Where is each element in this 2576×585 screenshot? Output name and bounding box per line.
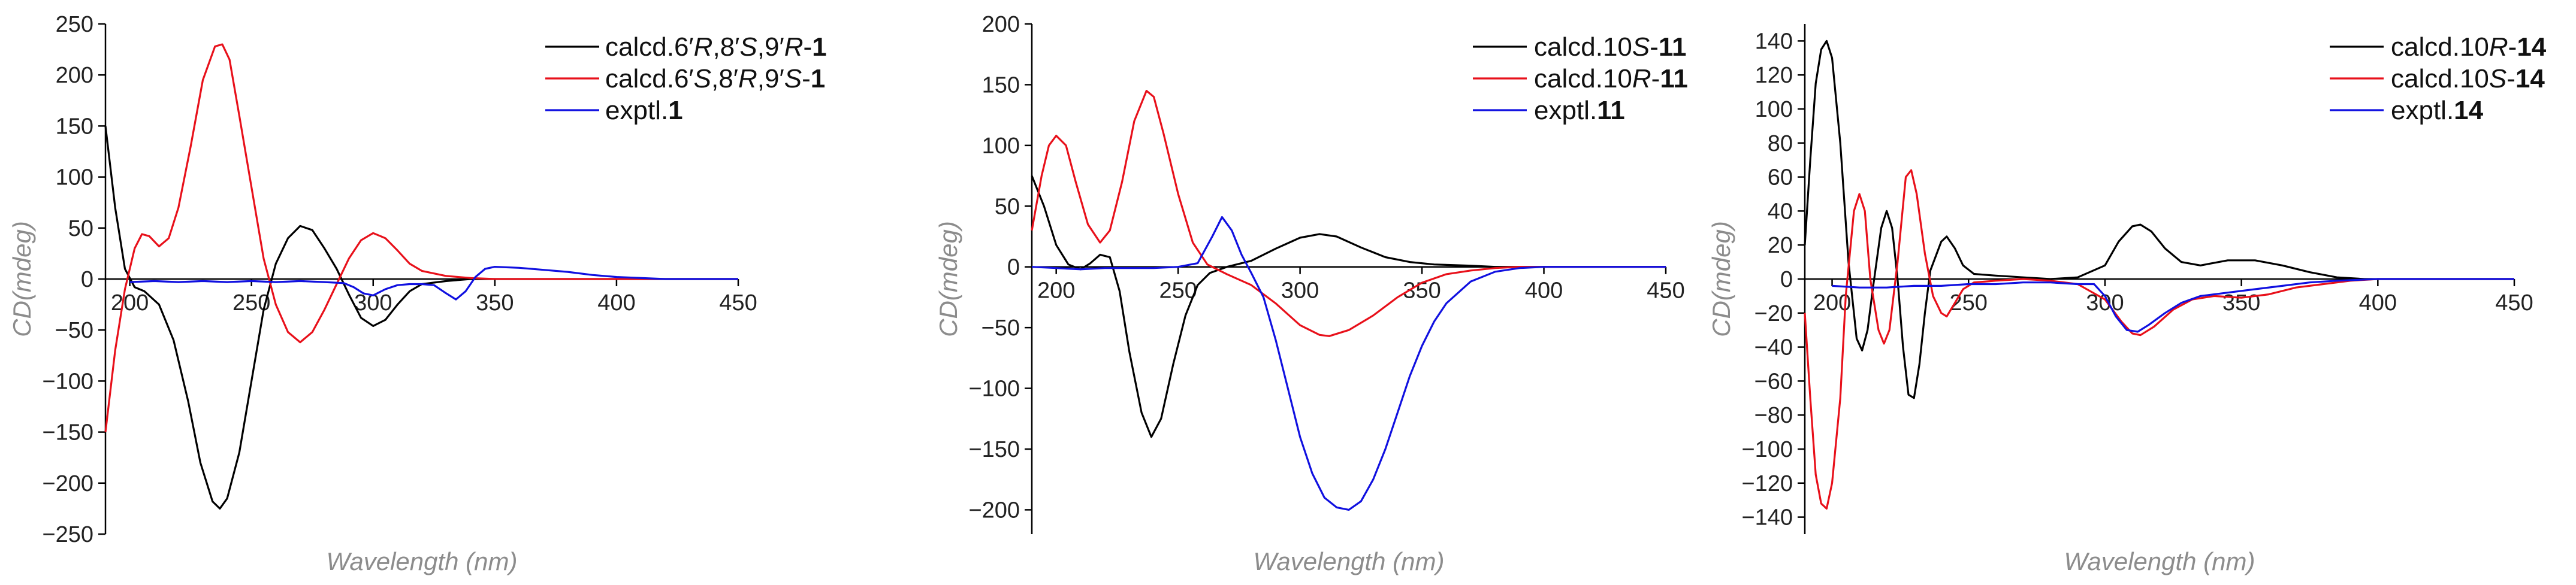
y-tick-label: 100 xyxy=(982,134,1020,159)
legend-label-2: calcd.10R-11 xyxy=(1534,64,1688,93)
y-tick-label: 140 xyxy=(1755,29,1793,54)
x-tick-label: 350 xyxy=(476,290,514,316)
legend-label-3: exptl.1 xyxy=(605,96,683,125)
y-tick-label: 0 xyxy=(81,267,93,292)
y-tick-label: −140 xyxy=(1741,505,1793,531)
x-axis-title: Wavelength (nm) xyxy=(1253,547,1444,575)
legend-label-1: calcd.6′R,8′S,9′R-1 xyxy=(605,32,827,62)
y-tick-label: −120 xyxy=(1741,471,1793,496)
x-tick-label: 300 xyxy=(1281,278,1319,304)
y-tick-label: −100 xyxy=(42,369,93,394)
legend-label-2: calcd.10S-14 xyxy=(2391,64,2545,93)
series-line-1 xyxy=(1804,40,2514,399)
y-tick-label: 150 xyxy=(982,72,1020,98)
x-tick-label: 250 xyxy=(1159,278,1197,304)
x-tick-label: 400 xyxy=(597,290,635,316)
series-line-1 xyxy=(104,126,738,510)
y-tick-label: −50 xyxy=(55,318,93,343)
y-axis-title: CD(mdeg) xyxy=(1707,221,1735,337)
series-line-3 xyxy=(1031,216,1666,511)
x-axis-title: Wavelength (nm) xyxy=(2064,547,2255,575)
y-tick-label: 100 xyxy=(56,165,93,190)
x-tick-label: 400 xyxy=(2359,290,2397,316)
y-tick-label: −150 xyxy=(968,437,1020,462)
y-axis-title: CD(mdeg) xyxy=(934,221,962,337)
y-tick-label: 200 xyxy=(56,63,93,88)
y-tick-label: −20 xyxy=(1754,301,1793,326)
y-tick-label: 100 xyxy=(1755,97,1793,122)
y-tick-label: −50 xyxy=(982,316,1020,341)
y-tick-label: 0 xyxy=(1780,267,1793,292)
y-tick-label: 60 xyxy=(1768,165,1793,190)
x-tick-label: 450 xyxy=(1647,278,1684,304)
legend-label-1: calcd.10R-14 xyxy=(2391,32,2547,62)
y-tick-label: −250 xyxy=(42,522,93,547)
x-tick-label: 400 xyxy=(1525,278,1563,304)
legend-label-1: calcd.10S-11 xyxy=(1534,32,1686,62)
x-tick-label: 200 xyxy=(111,290,149,316)
y-tick-label: 50 xyxy=(68,216,93,241)
y-tick-label: −200 xyxy=(42,471,93,496)
y-tick-label: −100 xyxy=(1741,437,1793,462)
x-axis-title: Wavelength (nm) xyxy=(326,547,517,575)
legend-label-3: exptl.11 xyxy=(1534,96,1625,125)
x-tick-label: 300 xyxy=(354,290,392,316)
y-tick-label: 200 xyxy=(982,12,1020,37)
y-tick-label: 120 xyxy=(1755,63,1793,88)
y-tick-label: 150 xyxy=(56,114,93,139)
chart-panel-3: −140 −120 −100 −80 −60 −40 −20 0 20 40 60 80 100 120 1… xyxy=(1707,24,2547,575)
y-tick-label: −100 xyxy=(968,377,1020,402)
y-tick-label: 0 xyxy=(1007,255,1020,280)
x-tick-label: 200 xyxy=(1037,278,1075,304)
legend-label-2: calcd.6′S,8′R,9′S-1 xyxy=(605,64,825,93)
y-tick-label: −40 xyxy=(1754,335,1793,360)
y-tick-label: −60 xyxy=(1754,369,1793,394)
y-tick-label: 40 xyxy=(1768,199,1793,224)
series-line-2 xyxy=(1804,169,2514,510)
x-tick-label: 450 xyxy=(719,290,757,316)
series-line-2 xyxy=(1031,90,1666,337)
legend-label-3: exptl.14 xyxy=(2391,96,2484,125)
x-tick-label: 350 xyxy=(2222,290,2260,316)
y-tick-label: 50 xyxy=(995,194,1020,219)
y-axis-title: CD(mdeg) xyxy=(8,221,36,337)
y-tick-label: −80 xyxy=(1754,403,1793,428)
y-tick-label: 20 xyxy=(1768,233,1793,258)
x-tick-label: 300 xyxy=(2086,290,2124,316)
y-tick-label: 250 xyxy=(56,12,93,37)
y-tick-label: −150 xyxy=(42,420,93,445)
y-tick-label: 80 xyxy=(1768,131,1793,156)
x-tick-label: 450 xyxy=(2495,290,2533,316)
series-line-3 xyxy=(1832,278,2514,333)
series-line-1 xyxy=(1031,175,1666,438)
y-tick-label: −200 xyxy=(968,498,1020,523)
